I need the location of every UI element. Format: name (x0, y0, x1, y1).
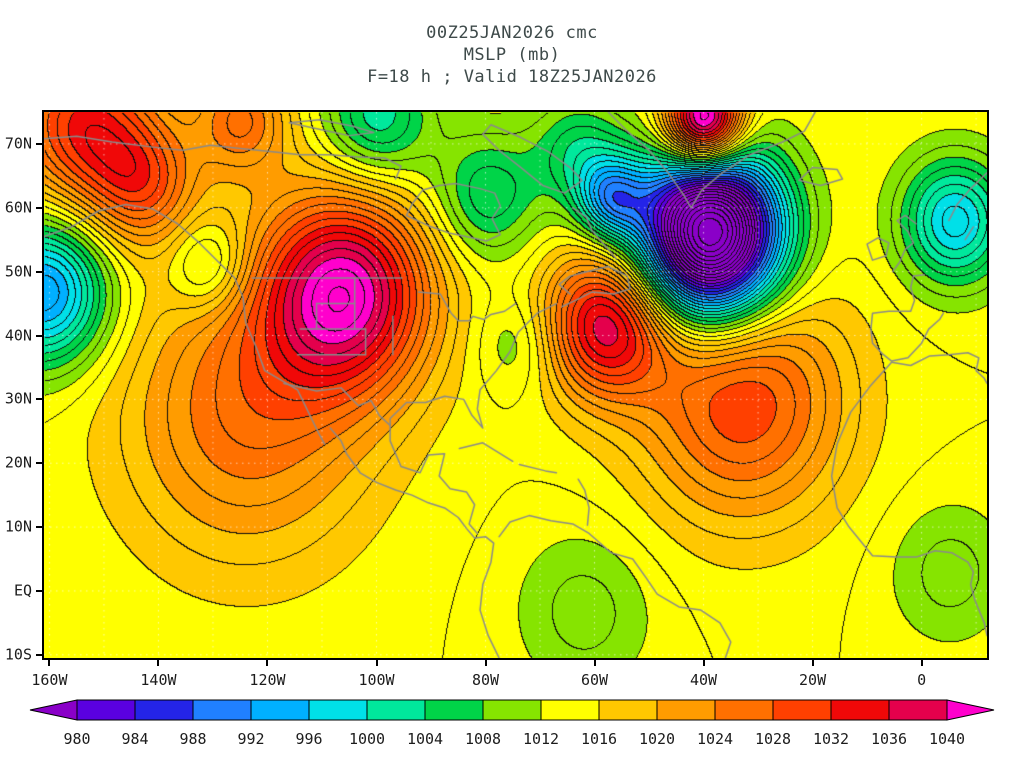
lat-tick-label: 50N (4, 262, 32, 281)
lat-tick-label: 40N (4, 326, 32, 345)
chart-title-valid: F=18 h ; Valid 18Z25JAN2026 (367, 67, 657, 87)
lon-axis-tick (48, 660, 51, 666)
chart-title-block: 00Z25JAN2026 cmc MSLP (mb) F=18 h ; Vali… (0, 22, 1024, 88)
lat-axis-tick (36, 589, 42, 592)
lon-tick-label: 20W (799, 671, 827, 689)
colorbar-segment (772, 699, 832, 721)
chart-title-run: 00Z25JAN2026 cmc (426, 23, 598, 43)
longitude-axis: 160W 140W 120W 100W 80W 60W 40W 20W 0 (31, 660, 987, 690)
colorbar-segment (308, 699, 368, 721)
lon-axis-tick (811, 660, 814, 666)
lat-tick-label: 30N (4, 389, 32, 408)
colorbar-tick-label: 1000 (349, 730, 385, 748)
lon-axis-tick (375, 660, 378, 666)
lat-tick-label: 10N (4, 517, 32, 536)
lon-tick-label: 100W (358, 671, 395, 689)
colorbar-tick-label: 1024 (697, 730, 733, 748)
colorbar-tick-label: 1036 (871, 730, 907, 748)
lat-axis-tick (36, 653, 42, 656)
lon-axis-tick (593, 660, 596, 666)
lat-tick-label: 60N (4, 198, 32, 217)
colorbar-segment (598, 699, 658, 721)
colorbar-tick-label: 1004 (407, 730, 443, 748)
lon-axis-tick (702, 660, 705, 666)
lat-tick-label: EQ (13, 581, 32, 600)
lon-tick-label: 40W (690, 671, 718, 689)
colorbar-segment (830, 699, 890, 721)
lat-axis-tick (36, 142, 42, 145)
lat-axis-tick (36, 206, 42, 209)
lon-tick-label: 80W (471, 671, 500, 689)
colorbar-tick-label: 1008 (465, 730, 501, 748)
colorbar-tick-label: 1012 (523, 730, 559, 748)
lon-axis-tick (157, 660, 160, 666)
colorbar: 980 984 988 992 996 1000 1004 1008 1012 1016 1020 1… (29, 699, 995, 748)
lat-axis-tick (36, 526, 42, 529)
map-frame (42, 110, 989, 660)
colorbar-tick-label: 1020 (639, 730, 675, 748)
lat-tick-label: 20N (4, 453, 32, 472)
colorbar-segment (76, 699, 136, 721)
colorbar-segment (714, 699, 774, 721)
colorbar-arrow-low (29, 699, 78, 721)
lon-tick-label: 140W (140, 671, 177, 689)
colorbar-segment (134, 699, 194, 721)
lat-axis-tick (36, 334, 42, 337)
colorbar-segment (540, 699, 600, 721)
lon-axis-tick (920, 660, 923, 666)
lat-tick-label: 10S (4, 645, 32, 664)
colorbar-tick-label: 992 (237, 730, 264, 748)
colorbar-tick-label: 980 (63, 730, 90, 748)
colorbar-segment (888, 699, 948, 721)
lon-tick-label: 0 (917, 671, 927, 689)
lat-axis-tick (36, 398, 42, 401)
lon-axis-tick (266, 660, 269, 666)
latitude-axis: 70N 60N 50N 40N 30N 20N 10N EQ 10S (0, 112, 42, 663)
lat-axis-tick (36, 462, 42, 465)
lat-axis-tick (36, 270, 42, 273)
chart-title-field: MSLP (mb) (463, 45, 561, 65)
colorbar-segment (250, 699, 310, 721)
colorbar-tick-label: 1032 (813, 730, 849, 748)
pressure-field-canvas (44, 112, 987, 658)
colorbar-segment (424, 699, 484, 721)
lon-tick-label: 120W (249, 671, 286, 689)
colorbar-tick-label: 996 (295, 730, 322, 748)
colorbar-segment (482, 699, 542, 721)
lat-tick-label: 70N (4, 134, 32, 153)
colorbar-tick-label: 1040 (929, 730, 965, 748)
colorbar-tick-label: 1016 (581, 730, 617, 748)
colorbar-arrow-high (946, 699, 995, 721)
lon-axis-tick (484, 660, 487, 666)
colorbar-tick-label: 988 (179, 730, 206, 748)
lon-tick-label: 160W (31, 671, 68, 689)
colorbar-segment (192, 699, 252, 721)
colorbar-segment (656, 699, 716, 721)
colorbar-tick-label: 984 (121, 730, 148, 748)
lon-tick-label: 60W (580, 671, 609, 689)
colorbar-segment (366, 699, 426, 721)
colorbar-tick-label: 1028 (755, 730, 791, 748)
